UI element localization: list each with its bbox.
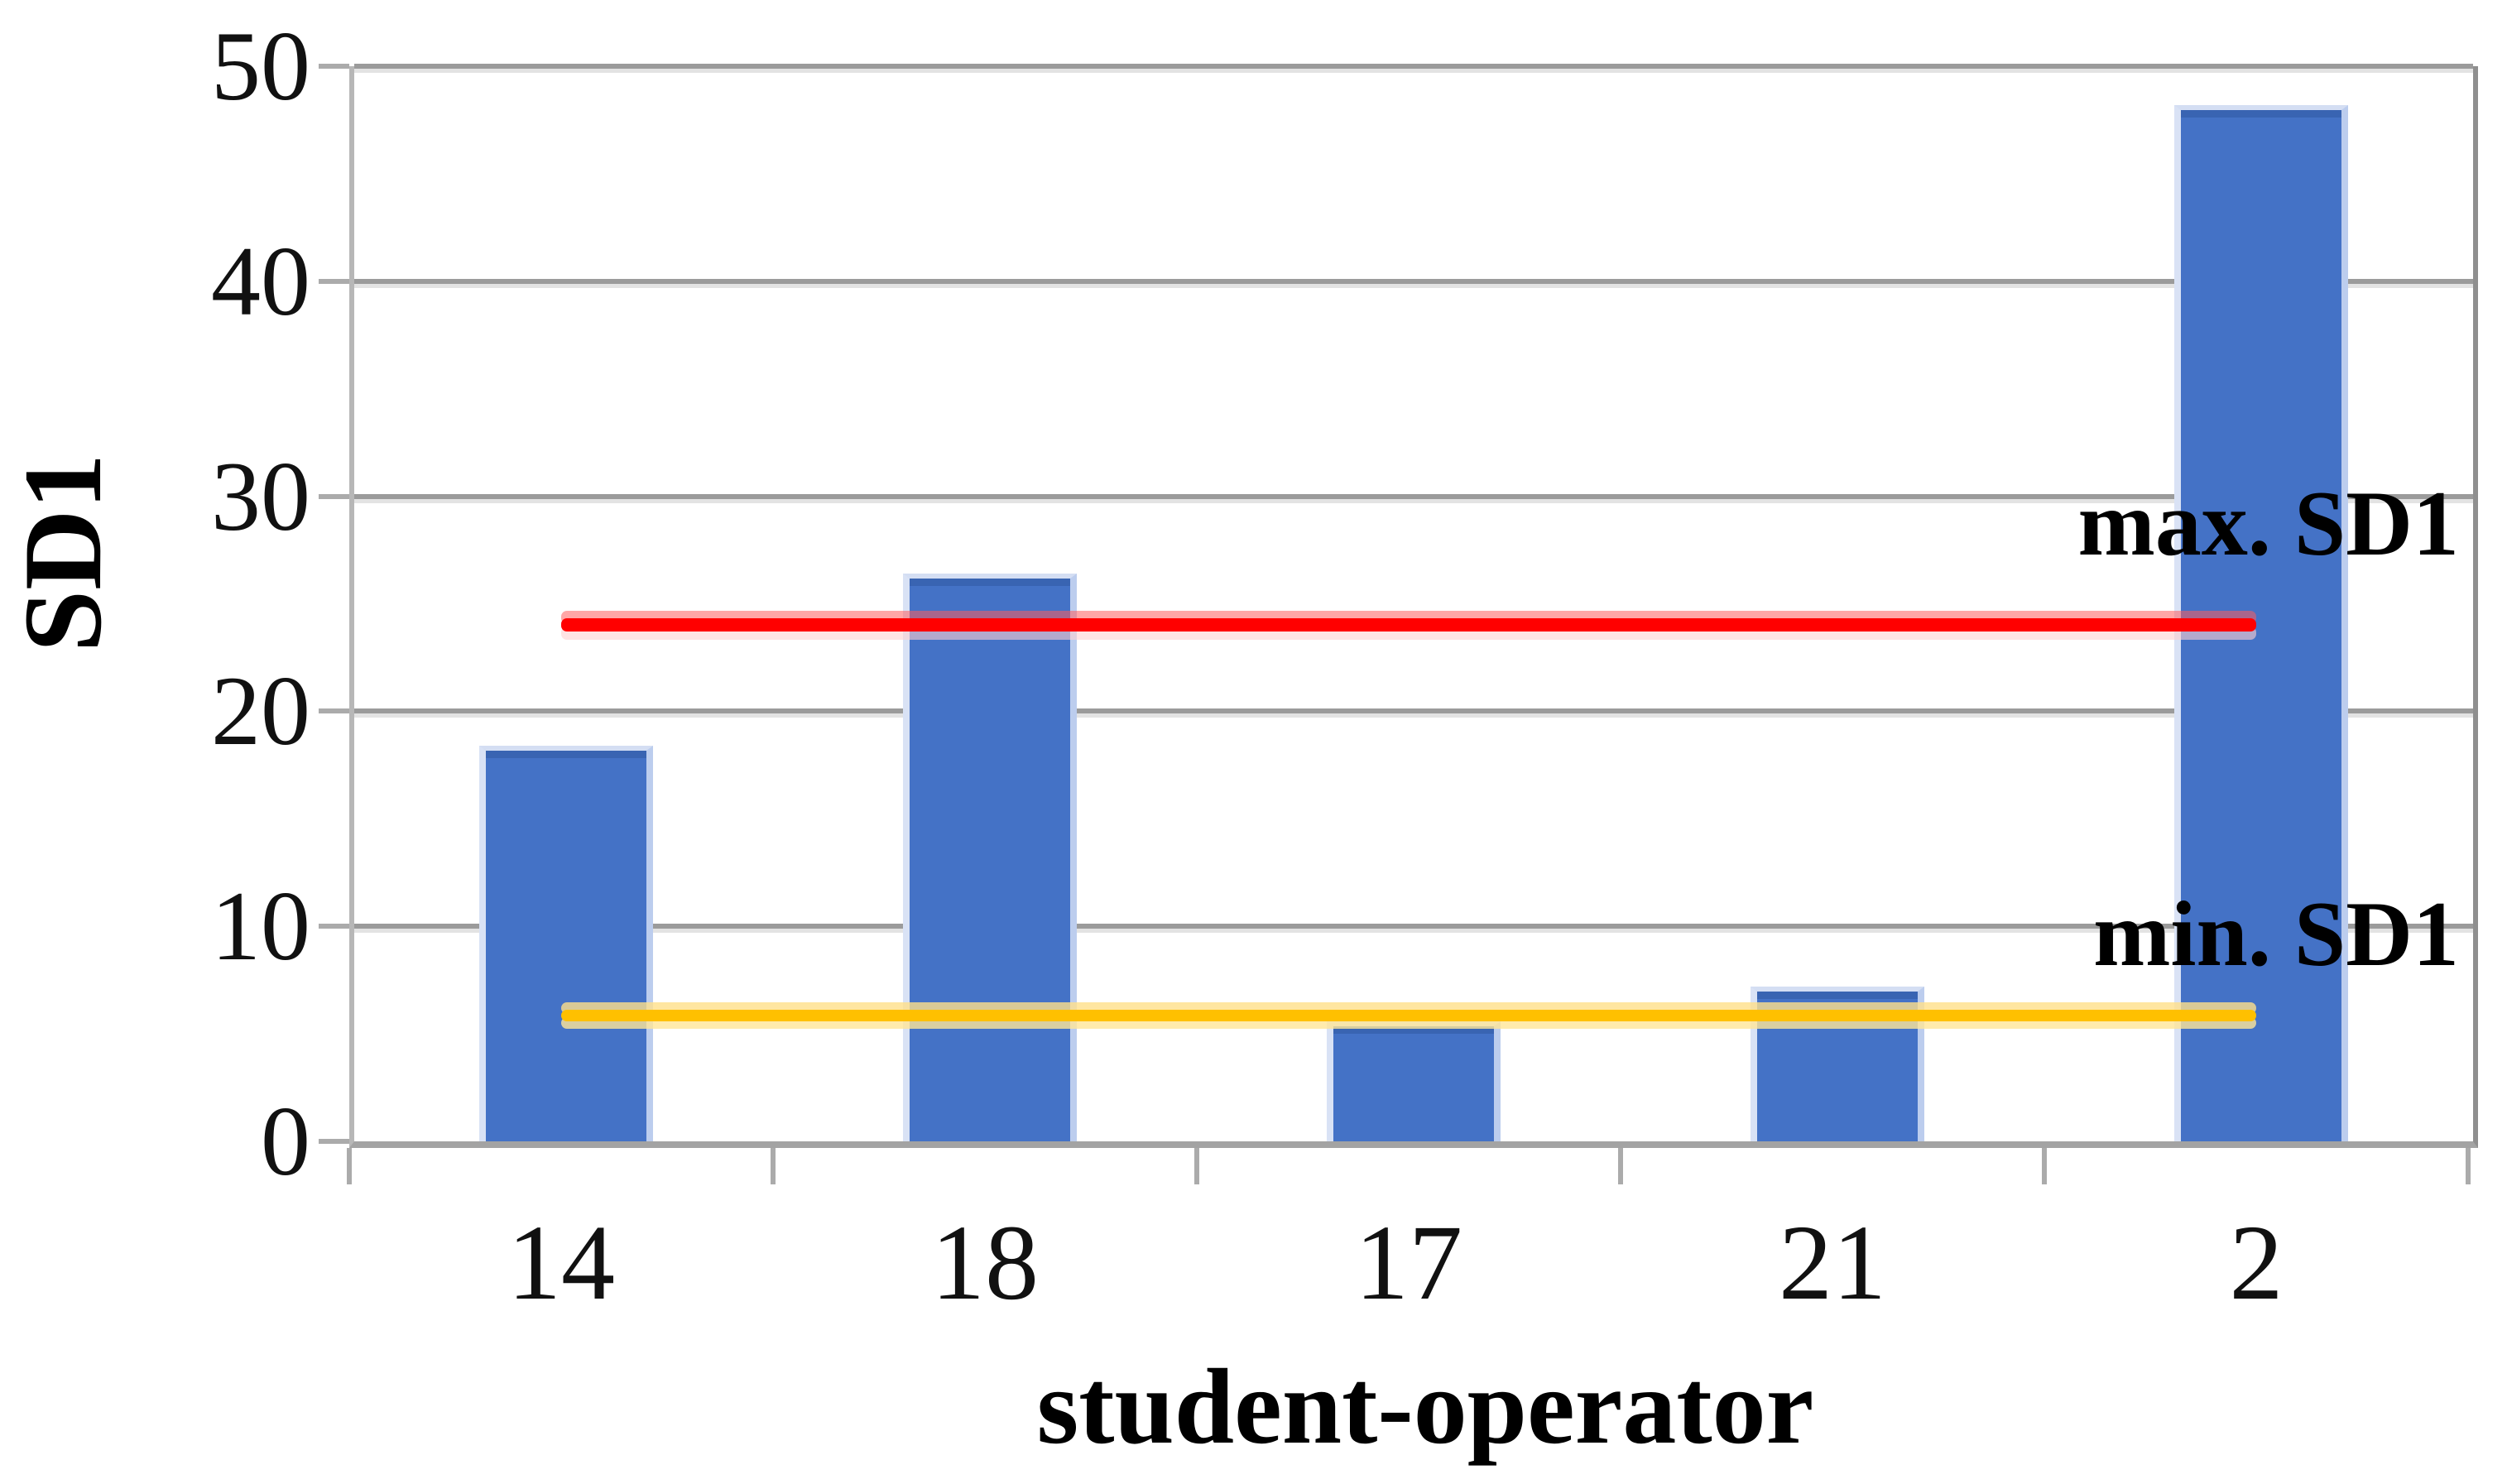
y-tick-50 xyxy=(319,64,349,69)
y-tick-label-50: 50 xyxy=(211,11,310,121)
gridline-20 xyxy=(354,708,2473,714)
gridline-40 xyxy=(354,278,2473,284)
y-tick-20 xyxy=(319,708,349,714)
y-tick-label-30: 30 xyxy=(211,440,310,551)
y-tick-label-20: 20 xyxy=(211,656,310,766)
y-tick-label-40: 40 xyxy=(211,225,310,336)
max-reference-line xyxy=(561,618,2256,632)
y-tick-30 xyxy=(319,493,349,499)
x-tick-3 xyxy=(1618,1148,1623,1184)
y-axis-title: SD1 xyxy=(2,453,125,653)
x-tick-2 xyxy=(1194,1148,1199,1184)
bar-14 xyxy=(479,745,653,1141)
x-tick-4 xyxy=(2042,1148,2047,1184)
x-tick-label-14: 14 xyxy=(507,1203,615,1323)
gridline-10 xyxy=(354,924,2473,929)
x-tick-1 xyxy=(771,1148,776,1184)
plot-area xyxy=(349,64,2478,1148)
y-tick-40 xyxy=(319,278,349,284)
bar-18 xyxy=(903,574,1077,1141)
x-tick-label-2: 2 xyxy=(2229,1203,2284,1323)
bar-17 xyxy=(1327,1021,1501,1141)
y-tick-label-10: 10 xyxy=(211,871,310,982)
gridline-30 xyxy=(354,493,2473,499)
y-tick-10 xyxy=(319,924,349,929)
x-tick-label-18: 18 xyxy=(931,1203,1039,1323)
min-reference-line xyxy=(561,1010,2256,1022)
max-line-label: max. SD1 xyxy=(2077,473,2459,576)
x-tick-label-21: 21 xyxy=(1779,1203,1886,1323)
gridline-50 xyxy=(354,64,2473,69)
y-tick-0 xyxy=(319,1139,349,1144)
x-axis-title: student-operator xyxy=(1036,1347,1814,1467)
x-tick-0 xyxy=(347,1148,352,1184)
x-tick-5 xyxy=(2466,1148,2471,1184)
y-tick-label-0: 0 xyxy=(261,1086,310,1196)
x-tick-label-17: 17 xyxy=(1355,1203,1462,1323)
bar-2 xyxy=(2174,104,2348,1141)
min-line-label: min. SD1 xyxy=(2093,883,2459,987)
